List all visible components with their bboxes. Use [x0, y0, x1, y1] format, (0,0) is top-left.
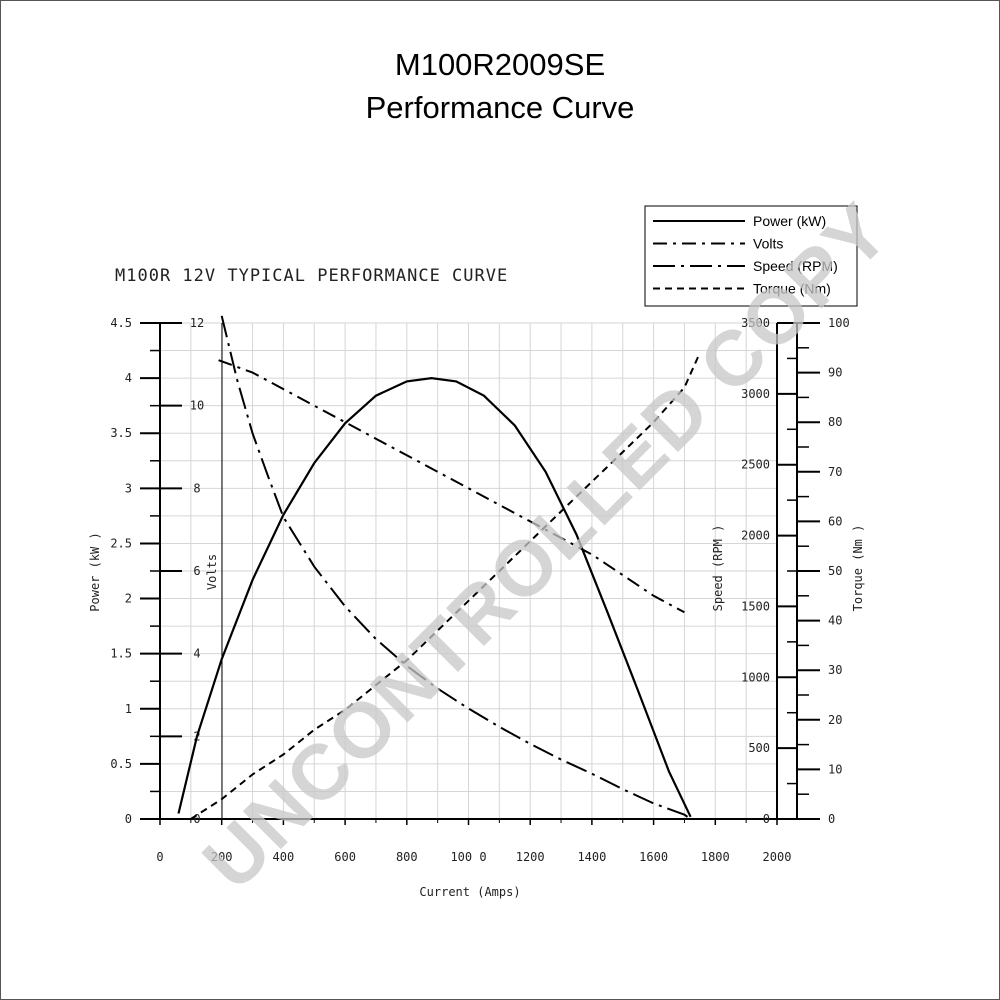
- volts-tick-label: 6: [193, 564, 200, 578]
- speed-tick-label: 1500: [741, 599, 770, 613]
- grid: [159, 322, 778, 820]
- speed-tick-label: 3500: [741, 316, 770, 330]
- x-tick-label: 600: [334, 850, 356, 864]
- power-tick-label: 3: [125, 481, 132, 495]
- legend-label-volts: Volts: [753, 236, 783, 252]
- power-tick-label: 0: [125, 812, 132, 826]
- x-tick-label: 0: [156, 850, 163, 864]
- chart-title: M100R 12V TYPICAL PERFORMANCE CURVE: [115, 266, 508, 286]
- volts-tick-label: 10: [190, 399, 204, 413]
- legend-items: Power (kW) Volts Speed (RPM) Torque (Nm): [653, 213, 838, 297]
- volts-axis-label: Volts: [205, 554, 219, 590]
- x-tick-label: 200: [211, 850, 233, 864]
- torque-tick-label: 100: [828, 316, 850, 330]
- series-line-volts: [218, 359, 685, 614]
- power-tick-label: 0.5: [110, 757, 132, 771]
- page-subtitle: Performance Curve: [366, 90, 635, 125]
- torque-tick-label: 20: [828, 713, 842, 727]
- page-title: M100R2009SE: [395, 47, 605, 82]
- torque-tick-label: 0: [828, 812, 835, 826]
- x-tick-label: 100 0: [450, 850, 486, 864]
- legend-label-torque: Torque (Nm): [753, 281, 831, 297]
- torque-tick-label: 90: [828, 366, 842, 380]
- series-line-speed: [220, 315, 692, 820]
- torque-tick-label: 70: [828, 465, 842, 479]
- torque-tick-label: 80: [828, 415, 842, 429]
- x-tick-label: 400: [273, 850, 295, 864]
- speed-axis-label: Speed (RPM ): [711, 525, 725, 612]
- x-tick-label: 800: [396, 850, 418, 864]
- power-tick-label: 1.5: [110, 647, 132, 661]
- x-tick-label: 1600: [639, 850, 668, 864]
- volts-tick-label: 12: [190, 316, 204, 330]
- legend: Power (kW) Volts Speed (RPM) Torque (Nm): [644, 205, 858, 307]
- speed-tick-label: 3000: [741, 387, 770, 401]
- torque-axis-label: Torque (Nm ): [851, 525, 865, 612]
- power-axis-label: Power (kW ): [88, 532, 102, 611]
- volts-tick-label: 0: [193, 812, 200, 826]
- x-tick-label: 1200: [516, 850, 545, 864]
- volts-tick-label: 4: [193, 647, 200, 661]
- torque-tick-label: 10: [828, 762, 842, 776]
- power-tick-label: 4: [125, 371, 132, 385]
- legend-label-power: Power (kW): [753, 213, 826, 229]
- axes: 0 200 400 600 800 100 0 1200 1400 1600 1800 200000…: [110, 316, 849, 864]
- volts-tick-label: 8: [193, 481, 200, 495]
- power-tick-label: 2: [125, 592, 132, 606]
- speed-tick-label: 1000: [741, 670, 770, 684]
- x-tick-label: 1800: [701, 850, 730, 864]
- torque-tick-label: 50: [828, 564, 842, 578]
- torque-tick-label: 30: [828, 663, 842, 677]
- x-tick-label: 2000: [763, 850, 792, 864]
- torque-tick-label: 60: [828, 514, 842, 528]
- series-group: [177, 315, 701, 820]
- power-tick-label: 3.5: [110, 426, 132, 440]
- speed-tick-label: 0: [763, 812, 770, 826]
- x-tick-label: 1400: [577, 850, 606, 864]
- speed-tick-label: 2500: [741, 458, 770, 472]
- x-axis-label: Current (Amps): [419, 885, 520, 899]
- power-tick-label: 1: [125, 702, 132, 716]
- legend-label-speed: Speed (RPM): [753, 258, 838, 274]
- speed-tick-label: 500: [748, 741, 770, 755]
- series-line-power: [177, 376, 692, 818]
- speed-tick-label: 2000: [741, 529, 770, 543]
- power-tick-label: 2.5: [110, 536, 132, 550]
- power-tick-label: 4.5: [110, 316, 132, 330]
- torque-tick-label: 40: [828, 614, 842, 628]
